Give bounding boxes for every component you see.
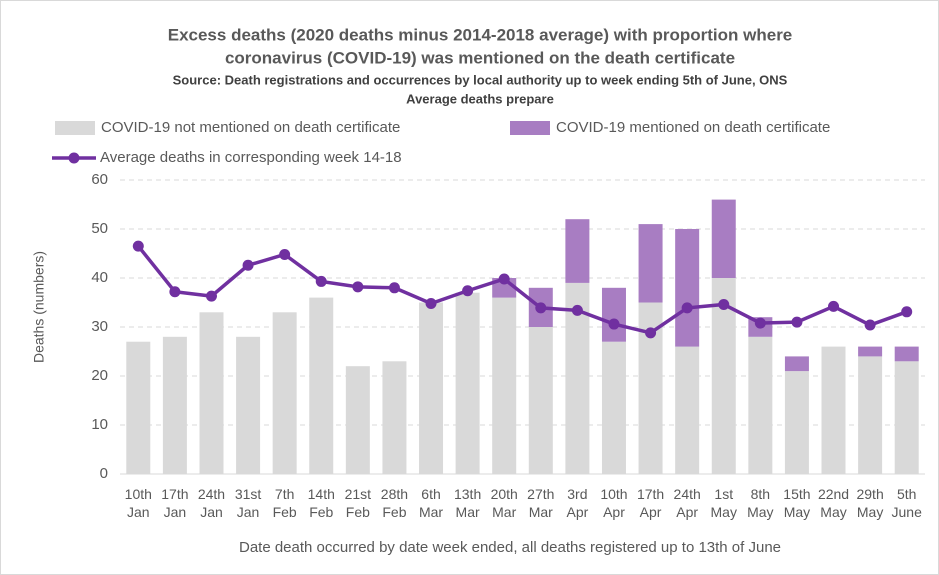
x-tick-label: 3rd Apr bbox=[566, 486, 588, 520]
x-tick-label: 10th Jan bbox=[125, 486, 152, 520]
x-tick-label: 27th Mar bbox=[527, 486, 554, 520]
chart-title: Excess deaths (2020 deaths minus 2014-20… bbox=[168, 25, 793, 44]
bar bbox=[419, 302, 444, 474]
line-marker bbox=[901, 306, 913, 318]
line-marker bbox=[864, 319, 876, 331]
bar bbox=[528, 327, 553, 474]
bar bbox=[345, 366, 370, 474]
line-marker bbox=[315, 275, 327, 287]
chart-subtitle: Average deaths prepare bbox=[406, 91, 554, 106]
x-axis-label: Date death occurred by date week ended, … bbox=[239, 539, 781, 556]
line-marker bbox=[279, 248, 291, 260]
bar bbox=[784, 356, 809, 372]
x-tick-label: 15th May bbox=[783, 486, 810, 520]
x-tick-label: 10th Apr bbox=[600, 486, 627, 520]
y-tick-label: 50 bbox=[91, 220, 108, 237]
line-marker bbox=[645, 327, 657, 339]
bar bbox=[272, 312, 297, 474]
bar bbox=[236, 336, 261, 474]
bar bbox=[162, 336, 187, 474]
chart-subtitle: Source: Death registrations and occurren… bbox=[173, 72, 788, 87]
x-tick-label: 24th Apr bbox=[674, 486, 701, 520]
line-marker bbox=[169, 286, 181, 298]
x-tick-label: 20th Mar bbox=[491, 486, 518, 520]
bar bbox=[858, 356, 883, 474]
x-tick-label: 13th Mar bbox=[454, 486, 481, 520]
line-marker bbox=[132, 240, 144, 252]
x-tick-label: 6th Mar bbox=[419, 486, 443, 520]
legend-label: COVID-19 not mentioned on death certific… bbox=[101, 119, 400, 136]
y-tick-label: 30 bbox=[91, 318, 108, 335]
bar bbox=[784, 371, 809, 474]
legend-swatch bbox=[55, 121, 95, 135]
line-marker bbox=[498, 273, 510, 285]
legend-swatch bbox=[68, 152, 80, 164]
bar bbox=[601, 287, 626, 342]
x-tick-label: 17th Jan bbox=[161, 486, 188, 520]
bar bbox=[675, 229, 700, 347]
bar bbox=[711, 199, 736, 278]
x-tick-label: 8th May bbox=[747, 486, 773, 520]
bar bbox=[821, 346, 846, 474]
y-tick-label: 60 bbox=[91, 171, 108, 188]
bar bbox=[601, 341, 626, 474]
legend-label: Average deaths in corresponding week 14-… bbox=[100, 149, 402, 166]
bar bbox=[309, 297, 334, 474]
bar bbox=[748, 336, 773, 474]
y-tick-label: 20 bbox=[91, 367, 108, 384]
bar bbox=[382, 361, 407, 474]
bar bbox=[492, 297, 517, 474]
bar bbox=[565, 219, 590, 283]
x-tick-label: 1st May bbox=[711, 486, 737, 520]
y-tick-label: 40 bbox=[91, 269, 108, 286]
y-tick-label: 0 bbox=[100, 465, 108, 482]
bar bbox=[858, 346, 883, 357]
x-tick-label: 24th Jan bbox=[198, 486, 225, 520]
line-marker bbox=[681, 302, 693, 314]
bar bbox=[894, 346, 919, 362]
bar bbox=[199, 312, 224, 474]
line bbox=[136, 245, 908, 335]
line-marker bbox=[205, 290, 217, 302]
x-tick-label: 31st Jan bbox=[235, 486, 262, 520]
line-marker bbox=[352, 281, 364, 293]
legend-label: COVID-19 mentioned on death certificate bbox=[556, 119, 830, 136]
bar bbox=[455, 292, 480, 474]
bar bbox=[126, 341, 151, 474]
x-tick-label: 22nd May bbox=[818, 486, 849, 520]
line-marker bbox=[828, 300, 840, 312]
x-tick-label: 21st Feb bbox=[345, 486, 372, 520]
x-tick-label: 5th June bbox=[892, 486, 923, 520]
line-marker bbox=[571, 304, 583, 316]
line-marker bbox=[791, 316, 803, 328]
line-marker bbox=[535, 302, 547, 314]
line-marker bbox=[242, 259, 254, 271]
bar bbox=[711, 278, 736, 474]
line-marker bbox=[718, 298, 730, 310]
x-tick-label: 7th Feb bbox=[273, 486, 297, 520]
x-tick-label: 14th Feb bbox=[308, 486, 335, 520]
x-tick-label: 28th Feb bbox=[381, 486, 408, 520]
line-marker bbox=[754, 317, 766, 329]
bar bbox=[638, 224, 663, 303]
x-tick-label: 29th May bbox=[856, 486, 883, 520]
bar bbox=[675, 346, 700, 474]
line-marker bbox=[608, 318, 620, 330]
line-marker bbox=[462, 285, 474, 297]
chart-title: coronavirus (COVID-19) was mentioned on … bbox=[225, 48, 735, 67]
line-marker bbox=[425, 297, 437, 309]
bar bbox=[894, 361, 919, 474]
x-tick-label: 17th Apr bbox=[637, 486, 664, 520]
legend-swatch bbox=[510, 121, 550, 135]
y-tick-label: 10 bbox=[91, 416, 108, 433]
y-axis-label: Deaths (numbers) bbox=[31, 251, 47, 363]
line-marker bbox=[388, 282, 400, 294]
